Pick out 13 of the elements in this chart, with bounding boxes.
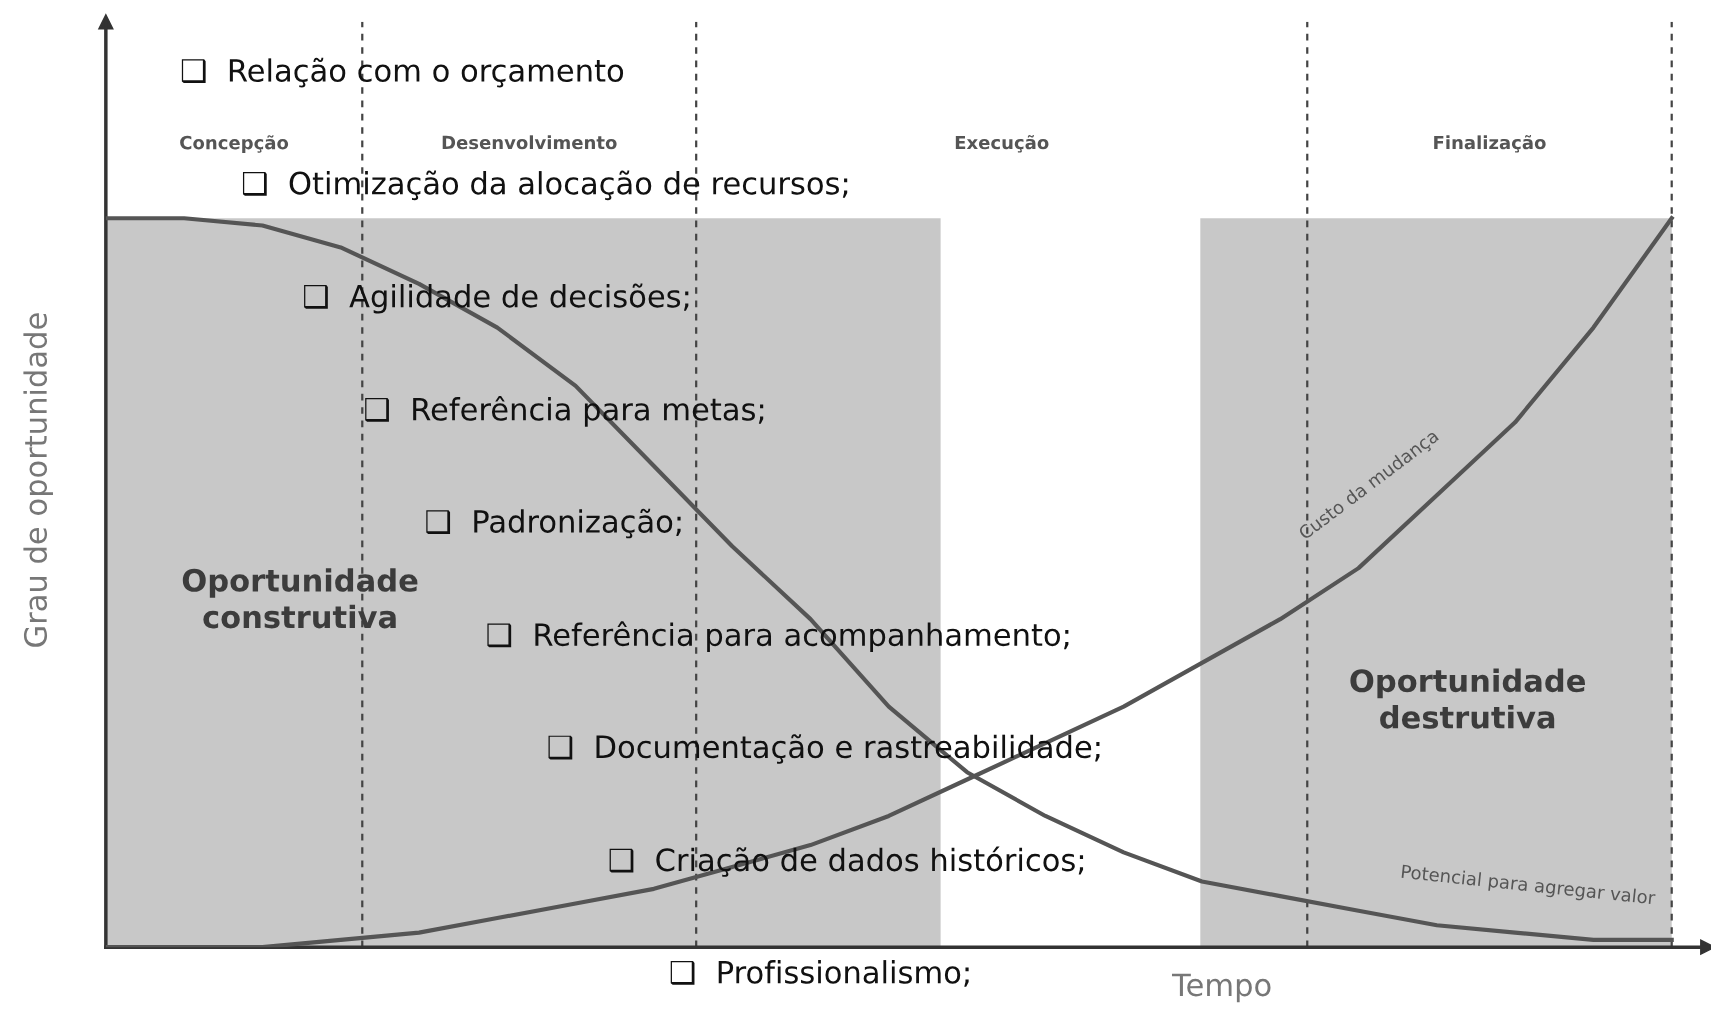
text: Concepção xyxy=(180,135,289,153)
text: ❑ Relação com o orçamento xyxy=(181,57,624,88)
annotation: ❑ Padronização; xyxy=(426,508,681,539)
text: Execução xyxy=(955,135,1049,153)
text: ❑ Profissionalismo; xyxy=(670,960,969,987)
annotation: Oportunidade construtiva xyxy=(182,568,418,629)
text: Potencial para agregar valor xyxy=(1401,864,1656,909)
text: Finalização xyxy=(1434,135,1546,153)
annotation: Oportunidade destrutiva xyxy=(1350,668,1585,729)
x-axis-title: Tempo xyxy=(1171,973,1271,1003)
text: ❑ Otimização da alocação de recursos; xyxy=(242,170,848,201)
y-axis-title: Grau de oportunidade xyxy=(23,313,53,647)
text: Desenvolvimento xyxy=(442,135,617,150)
